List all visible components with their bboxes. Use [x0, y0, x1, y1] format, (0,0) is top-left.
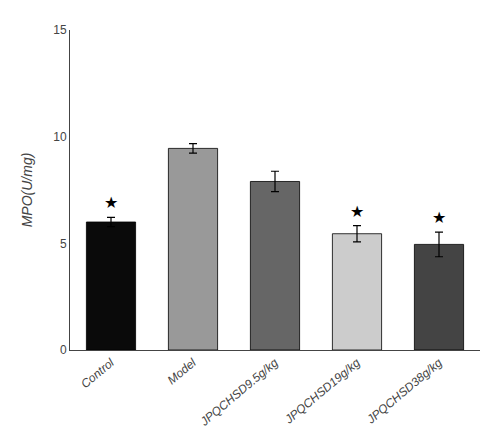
- svg-text:Control: Control: [78, 355, 117, 391]
- svg-text:10: 10: [53, 130, 67, 144]
- svg-text:5: 5: [60, 237, 67, 251]
- svg-text:★: ★: [432, 209, 446, 226]
- svg-text:JPQCHSD38g/kg: JPQCHSD38g/kg: [363, 355, 445, 427]
- svg-text:MPO(U/mg): MPO(U/mg): [19, 153, 35, 228]
- svg-text:0: 0: [60, 343, 67, 357]
- svg-text:15: 15: [53, 23, 67, 37]
- svg-text:JPQCHSD19g/kg: JPQCHSD19g/kg: [281, 355, 363, 427]
- svg-text:★: ★: [350, 203, 364, 220]
- svg-text:JPQCHSD9.5g/kg: JPQCHSD9.5g/kg: [197, 355, 281, 429]
- svg-text:★: ★: [104, 194, 118, 211]
- svg-text:Model: Model: [165, 355, 199, 387]
